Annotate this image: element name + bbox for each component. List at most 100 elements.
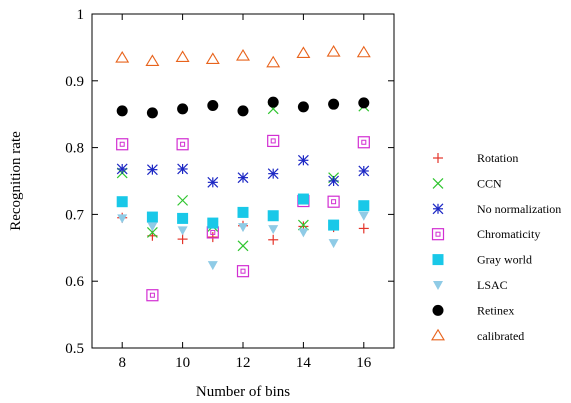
point-lsac — [117, 214, 128, 224]
series-no-normalization — [116, 154, 370, 188]
point-ccn — [297, 219, 309, 231]
point-rotation — [207, 232, 218, 243]
legend: Rotation CCN No normalization Chromaticity G… — [431, 151, 561, 343]
point-retinex — [297, 101, 309, 113]
legend-item-gray-world: Gray world — [432, 253, 532, 267]
point-no-normalization — [328, 175, 340, 187]
point-calibrated — [326, 45, 341, 57]
legend-marker-no-normalization — [432, 203, 444, 215]
point-gray-world — [116, 196, 128, 208]
legend-marker-rotation — [433, 153, 443, 163]
legend-marker-lsac — [433, 281, 443, 290]
point-rotation — [177, 234, 188, 245]
point-lsac — [298, 228, 309, 238]
point-chromaticity — [357, 136, 370, 149]
point-chromaticity-inner — [361, 139, 367, 145]
point-lsac — [328, 239, 339, 249]
legend-item-chromaticity: Chromaticity — [431, 227, 540, 241]
point-calibrated — [175, 50, 190, 62]
legend-marker-ccn — [432, 177, 444, 189]
point-calibrated — [205, 52, 220, 64]
data-points — [115, 45, 371, 302]
point-chromaticity-inner — [119, 141, 125, 147]
legend-marker-calibrated — [431, 328, 445, 341]
point-lsac — [268, 225, 279, 235]
point-gray-world — [358, 200, 370, 212]
point-no-normalization — [237, 172, 249, 184]
point-no-normalization — [358, 165, 370, 177]
point-lsac — [207, 261, 218, 271]
point-gray-world — [297, 193, 309, 205]
point-ccn — [237, 240, 249, 252]
legend-item-ccn: CCN — [432, 176, 502, 190]
series-calibrated — [115, 45, 371, 68]
point-no-normalization — [267, 168, 279, 180]
point-chromaticity — [116, 138, 129, 151]
x-tick-label: 12 — [236, 355, 251, 371]
point-chromaticity-inner — [331, 199, 337, 205]
legend-label-retinex: Retinex — [477, 303, 514, 317]
legend-label-calibrated: calibrated — [477, 329, 524, 343]
point-calibrated — [296, 46, 311, 58]
point-retinex — [207, 100, 219, 112]
series-lsac — [117, 211, 369, 271]
point-calibrated — [266, 55, 281, 68]
point-no-normalization — [146, 164, 158, 176]
legend-label-ccn: CCN — [477, 176, 502, 190]
point-gray-world — [237, 206, 249, 218]
point-chromaticity — [267, 134, 280, 148]
legend-label-gray-world: Gray world — [477, 253, 532, 267]
y-tick-label: 0.8 — [65, 141, 84, 157]
point-no-normalization — [207, 176, 219, 188]
point-calibrated — [145, 54, 160, 66]
series-retinex — [116, 96, 370, 119]
point-retinex — [267, 96, 279, 108]
y-tick-label: 0.6 — [65, 274, 84, 290]
point-ccn — [146, 227, 158, 238]
point-lsac — [147, 222, 158, 232]
legend-item-lsac: LSAC — [433, 278, 508, 292]
legend-marker-chromaticity — [431, 228, 445, 241]
point-chromaticity-inner — [180, 141, 186, 147]
y-tick-label: 0.7 — [65, 207, 84, 223]
legend-marker-gray-world — [432, 254, 444, 266]
point-chromaticity-inner — [210, 229, 216, 235]
point-chromaticity-inner — [270, 138, 276, 144]
point-chromaticity — [236, 265, 250, 278]
x-tick-label: 16 — [356, 355, 372, 371]
point-calibrated — [236, 49, 250, 61]
x-tick-label: 8 — [118, 355, 126, 371]
point-lsac — [238, 223, 248, 233]
point-retinex — [237, 105, 249, 117]
y-tick-label: 0.5 — [65, 341, 84, 357]
point-retinex — [328, 98, 340, 110]
point-chromaticity — [327, 195, 340, 208]
point-calibrated — [356, 45, 371, 58]
axis-ticks — [92, 13, 394, 349]
legend-marker-chromaticity-inner — [435, 231, 441, 237]
point-no-normalization — [297, 154, 309, 166]
point-chromaticity-inner — [240, 268, 246, 274]
point-gray-world — [267, 210, 279, 222]
point-rotation — [358, 223, 369, 234]
series-gray-world — [116, 193, 370, 231]
point-calibrated — [115, 51, 130, 63]
point-lsac — [358, 211, 369, 221]
x-tick-label: 10 — [175, 355, 190, 371]
legend-marker-retinex — [432, 304, 444, 316]
y-tick-label: 0.9 — [65, 74, 84, 90]
legend-item-no-normalization: No normalization — [432, 202, 561, 216]
point-chromaticity — [146, 289, 159, 302]
point-chromaticity — [176, 138, 189, 151]
legend-label-chromaticity: Chromaticity — [477, 227, 540, 241]
point-gray-world — [177, 212, 189, 224]
point-gray-world — [207, 217, 219, 229]
point-chromaticity-inner — [149, 292, 155, 298]
legend-label-rotation: Rotation — [477, 151, 518, 165]
point-lsac — [177, 226, 188, 236]
point-retinex — [146, 107, 158, 119]
point-no-normalization — [177, 163, 189, 175]
point-rotation — [268, 234, 279, 245]
point-gray-world — [146, 211, 158, 223]
